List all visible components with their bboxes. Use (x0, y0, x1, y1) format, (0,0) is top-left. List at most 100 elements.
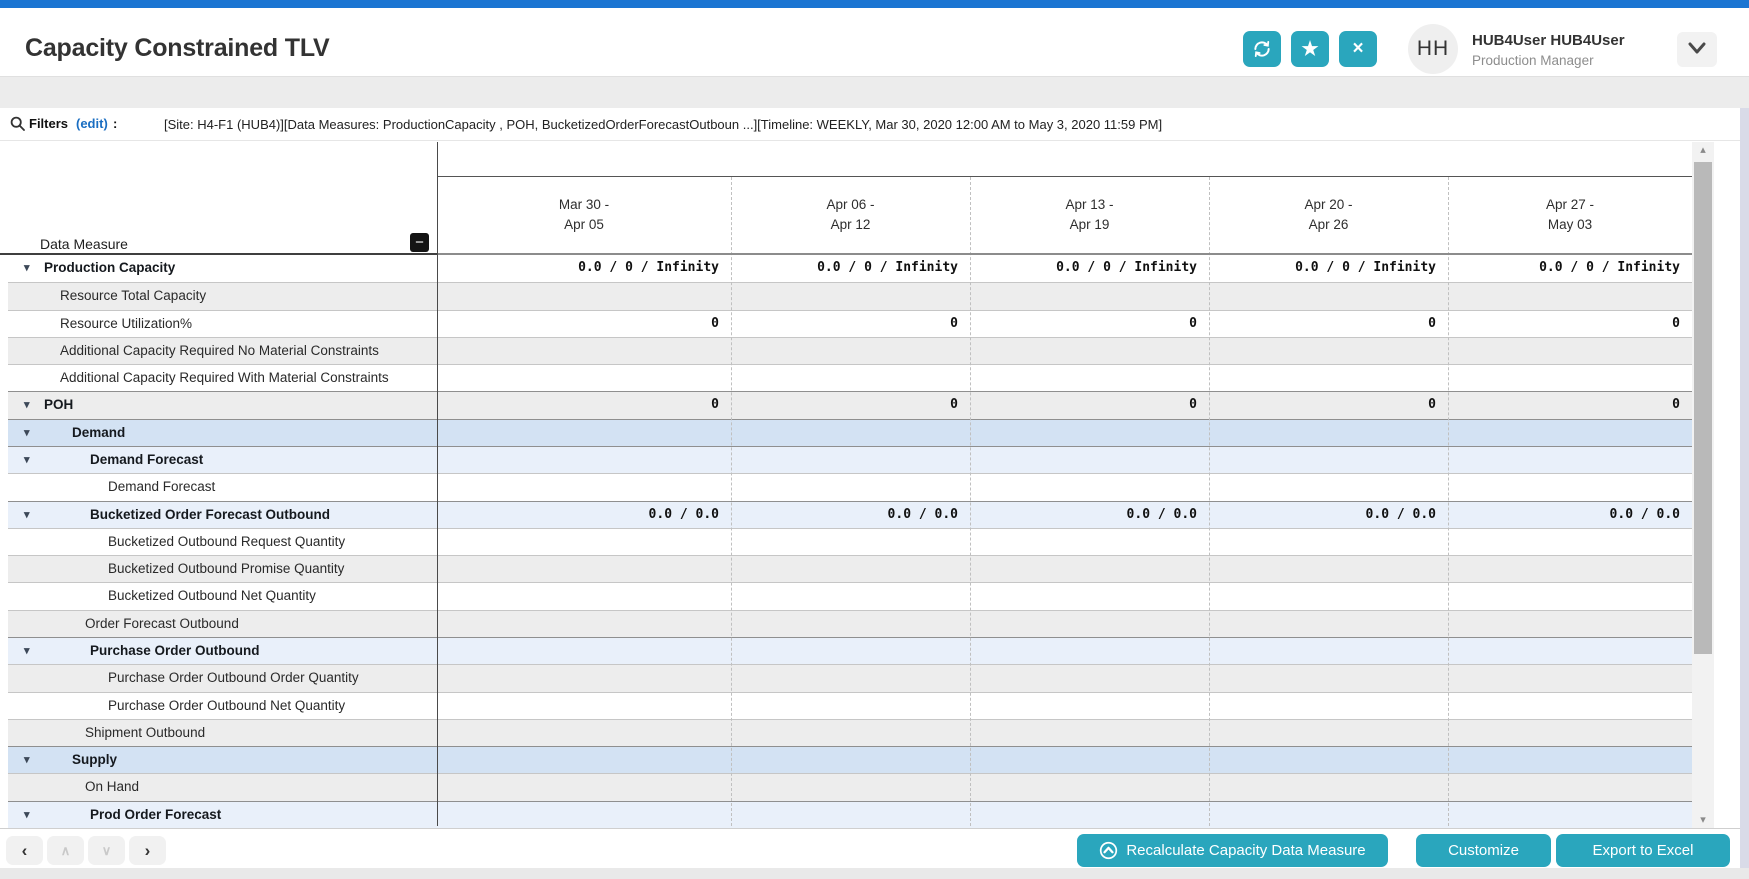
data-cell (970, 774, 1209, 800)
table-row: Demand Forecast (8, 473, 1692, 501)
row-label[interactable]: ▾ Prod Order Forecast (8, 802, 437, 828)
app-header: Capacity Constrained TLV ★ × HH HUB4User … (0, 8, 1749, 77)
row-collapse-caret-icon[interactable]: ▾ (24, 508, 30, 521)
table-row: Additional Capacity Required No Material… (8, 336, 1692, 365)
row-collapse-caret-icon[interactable]: ▾ (24, 426, 30, 439)
header-bottom-border (8, 253, 1692, 255)
table-row: ▾ Production Capacity 0.0 / 0 / Infinity 0.… (8, 255, 1692, 283)
data-cell (1209, 529, 1448, 555)
row-label[interactable]: ▾ Demand (8, 420, 437, 446)
row-label[interactable]: ▾ Supply (8, 747, 437, 773)
data-cell (1209, 747, 1448, 773)
row-collapse-caret-icon[interactable]: ▾ (24, 453, 30, 466)
data-cell (731, 283, 970, 309)
data-cell (731, 720, 970, 746)
row-label: Demand Forecast (108, 479, 216, 495)
data-cell (731, 802, 970, 828)
data-cell (731, 338, 970, 364)
row-label: Resource Utilization% (60, 315, 193, 331)
recalculate-icon (1099, 841, 1118, 860)
data-cell (1209, 420, 1448, 446)
content-panel: Filters (edit) : [Site: H4-F1 (HUB4)][Da… (0, 108, 1740, 869)
row-label: Order Forecast Outbound (85, 615, 239, 631)
data-cell (1448, 693, 1692, 719)
row-header-label: Data Measure (40, 236, 128, 252)
data-cell: 0 (711, 397, 719, 413)
data-cell (970, 529, 1209, 555)
table-row: ▾ POH 0 0 0 0 0 (8, 391, 1692, 419)
data-cell (970, 447, 1209, 473)
scrollbar-up-arrow[interactable]: ▴ (1700, 144, 1706, 156)
data-cell (1448, 774, 1692, 800)
favorite-button[interactable]: ★ (1291, 31, 1329, 67)
row-label: Bucketized Outbound Promise Quantity (108, 561, 345, 577)
row-label: Additional Capacity Required With Materi… (60, 370, 389, 386)
top-blue-bar (0, 0, 1749, 8)
data-cell: 0 (1672, 397, 1680, 413)
data-cell (970, 611, 1209, 637)
data-cell (731, 638, 970, 664)
data-cell: 0.0 / 0.0 (1126, 506, 1197, 522)
recalculate-label: Recalculate Capacity Data Measure (1126, 842, 1366, 859)
row-collapse-caret-icon[interactable]: ▾ (24, 808, 30, 821)
data-cell: 0.0 / 0 / Infinity (578, 260, 719, 275)
right-edge-strip (1740, 108, 1749, 868)
filters-edit-link[interactable]: (edit) (76, 116, 108, 131)
data-cell (731, 556, 970, 582)
data-cell (970, 802, 1209, 828)
data-cell (970, 638, 1209, 664)
data-cell (1209, 638, 1448, 664)
row-collapse-caret-icon[interactable]: ▾ (24, 399, 30, 412)
row-collapse-caret-icon[interactable]: ▾ (24, 644, 30, 657)
refresh-button[interactable] (1243, 31, 1281, 67)
scrollbar-thumb[interactable] (1694, 162, 1712, 654)
customize-button[interactable]: Customize (1416, 834, 1551, 867)
data-cell (970, 693, 1209, 719)
recalculate-button[interactable]: Recalculate Capacity Data Measure (1077, 834, 1388, 867)
tlv-grid: Data Measure − Mar 30 - Apr 05 Apr 06 - Apr… (0, 140, 1740, 860)
data-cell (970, 283, 1209, 309)
row-label[interactable]: ▾ Production Capacity (8, 255, 437, 282)
column-header: Apr 27 - May 03 (1545, 196, 1595, 232)
vertical-scrollbar[interactable]: ▴ ▾ (1692, 142, 1714, 828)
next-page-button[interactable]: › (129, 836, 166, 865)
prev-page-button[interactable]: ‹ (6, 836, 43, 865)
data-cell (437, 338, 731, 364)
data-cell (437, 693, 731, 719)
row-label: Resource Total Capacity (60, 288, 207, 304)
row-label[interactable]: ▾ Bucketized Order Forecast Outbound (8, 502, 437, 528)
table-row: Bucketized Outbound Net Quantity (8, 582, 1692, 610)
collapse-all-button[interactable]: − (410, 233, 429, 252)
data-cell (1448, 529, 1692, 555)
user-name: HUB4User HUB4User (1472, 32, 1625, 49)
data-cell (731, 665, 970, 691)
user-menu-button[interactable] (1677, 32, 1717, 67)
table-row: Purchase Order Outbound Net Quantity (8, 691, 1692, 719)
bottom-edge-strip (0, 868, 1749, 879)
data-cell (1209, 338, 1448, 364)
scrollbar-down-arrow[interactable]: ▾ (1700, 814, 1706, 826)
row-collapse-caret-icon[interactable]: ▾ (24, 262, 30, 274)
row-label[interactable]: ▾ Purchase Order Outbound (8, 638, 437, 664)
favorite-icon: ★ (1301, 38, 1319, 60)
filters-colon: : (113, 116, 118, 131)
export-to-excel-button[interactable]: Export to Excel (1556, 834, 1730, 867)
data-cell (1209, 556, 1448, 582)
filters-bar: Filters (edit) : [Site: H4-F1 (HUB4)][Da… (0, 108, 1740, 141)
row-collapse-caret-icon[interactable]: ▾ (24, 754, 30, 767)
data-cell (1448, 638, 1692, 664)
data-cell (437, 420, 731, 446)
table-row: Purchase Order Outbound Order Quantity (8, 664, 1692, 692)
date-header-top-border (437, 176, 1692, 177)
data-cell (1448, 556, 1692, 582)
row-label[interactable]: ▾ Demand Forecast (8, 447, 437, 473)
column-header: Mar 30 - Apr 05 (558, 196, 610, 232)
data-cell (437, 556, 731, 582)
row-label[interactable]: ▾ POH (8, 392, 437, 418)
data-cell: 0 (1189, 397, 1197, 413)
data-cell (1209, 693, 1448, 719)
close-button[interactable]: × (1339, 31, 1377, 67)
data-cell (437, 447, 731, 473)
table-row: ▾ Prod Order Forecast (8, 800, 1692, 828)
column-header: Apr 13 - Apr 19 (1065, 196, 1114, 232)
